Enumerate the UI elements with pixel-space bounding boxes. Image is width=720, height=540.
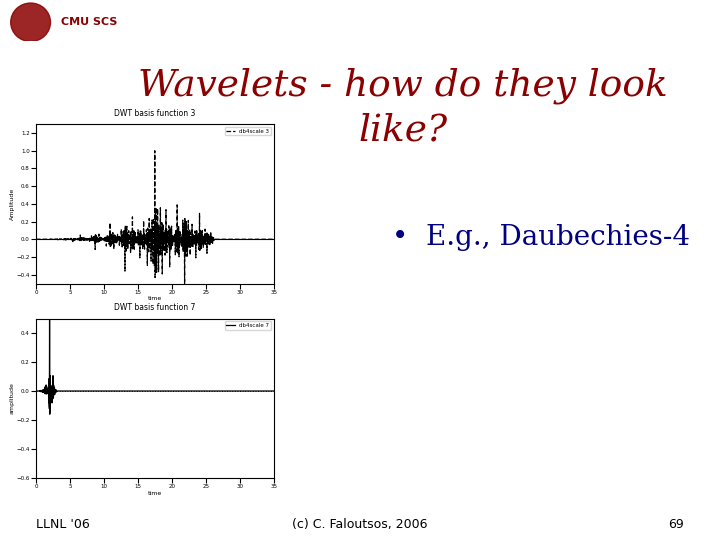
Text: LLNL '06: LLNL '06 — [36, 518, 90, 531]
X-axis label: time: time — [148, 296, 162, 301]
Title: DWT basis function 7: DWT basis function 7 — [114, 303, 196, 312]
Text: CMU SCS: CMU SCS — [61, 17, 117, 28]
Text: Wavelets - how do they look
like?: Wavelets - how do they look like? — [138, 68, 668, 148]
Y-axis label: amplitude: amplitude — [10, 382, 15, 414]
Text: (c) C. Faloutsos, 2006: (c) C. Faloutsos, 2006 — [292, 518, 428, 531]
X-axis label: time: time — [148, 490, 162, 496]
Legend: db4scale 7: db4scale 7 — [225, 321, 271, 330]
Legend: db4scale 3: db4scale 3 — [225, 127, 271, 136]
Y-axis label: Amplitude: Amplitude — [10, 188, 15, 220]
Text: •  E.g., Daubechies-4: • E.g., Daubechies-4 — [392, 224, 690, 251]
Text: 69: 69 — [668, 518, 684, 531]
Ellipse shape — [11, 3, 50, 42]
Title: DWT basis function 3: DWT basis function 3 — [114, 109, 196, 118]
